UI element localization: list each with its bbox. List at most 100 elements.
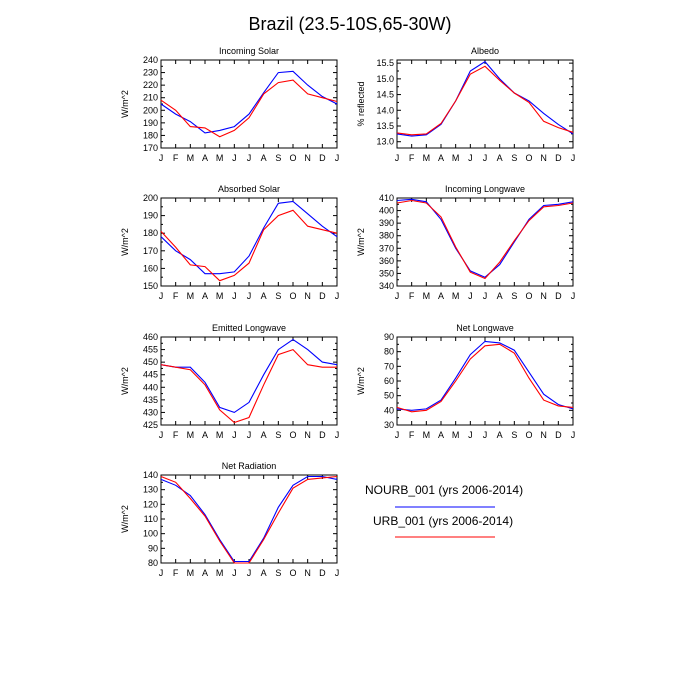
x-tick-label: A [438,291,444,301]
y-tick-label: 180 [143,228,158,238]
x-tick-label: M [216,153,224,163]
x-tick-label: A [202,430,208,440]
y-tick-label: 200 [143,193,158,203]
series-line-nourb [396,60,574,137]
panel-title: Albedo [471,46,499,56]
y-axis-label: W/m^2 [120,228,130,256]
series-line-nourb [160,338,338,414]
y-tick-label: 100 [143,529,158,539]
x-tick-label: J [159,153,164,163]
panel-title: Emitted Longwave [212,323,286,333]
x-tick-label: J [335,430,340,440]
x-tick-label: O [525,430,532,440]
x-tick-label: S [511,153,517,163]
y-tick-label: 435 [143,395,158,405]
y-tick-label: 370 [379,243,394,253]
x-tick-label: A [202,568,208,578]
x-tick-label: J [247,291,252,301]
y-tick-label: 14.0 [376,105,394,115]
series-line-urb [160,475,338,564]
y-axis-label: W/m^2 [120,505,130,533]
x-tick-label: D [319,568,326,578]
y-tick-label: 90 [148,543,158,553]
x-tick-label: D [319,153,326,163]
series-line-nourb [396,198,574,278]
series-line-urb [396,65,574,136]
y-tick-label: 13.0 [376,137,394,147]
x-tick-label: O [525,291,532,301]
x-tick-label: F [409,430,415,440]
x-tick-label: J [483,430,488,440]
y-tick-label: 450 [143,357,158,367]
x-tick-label: M [423,430,431,440]
x-tick-label: F [409,291,415,301]
x-tick-label: M [216,568,224,578]
x-tick-label: J [232,568,237,578]
x-tick-label: D [319,291,326,301]
x-tick-label: M [423,291,431,301]
x-tick-label: J [395,153,400,163]
y-axis-label: % reflected [356,81,366,126]
x-tick-label: A [261,568,267,578]
x-tick-label: A [261,153,267,163]
x-tick-label: J [335,153,340,163]
x-tick-label: S [275,430,281,440]
y-tick-label: 30 [384,420,394,430]
x-tick-label: M [187,568,195,578]
series-line-nourb [160,200,338,275]
x-tick-label: J [335,291,340,301]
x-tick-label: J [483,291,488,301]
x-tick-label: J [159,291,164,301]
x-tick-label: J [571,153,576,163]
y-tick-label: 210 [143,93,158,103]
y-tick-label: 440 [143,382,158,392]
x-tick-label: M [187,291,195,301]
legend-label-nourb: NOURB_001 (yrs 2006-2014) [365,483,523,497]
series-line-urb [396,199,574,280]
x-tick-label: O [289,153,296,163]
plot-frame [396,336,574,426]
y-tick-label: 200 [143,105,158,115]
y-tick-label: 190 [143,118,158,128]
y-tick-label: 80 [384,347,394,357]
x-tick-label: D [319,430,326,440]
x-tick-label: N [304,153,311,163]
y-tick-label: 140 [143,470,158,480]
chart-panels: Incoming Solar W/m^2 170 180 190 200 210 220 230… [120,46,575,578]
x-tick-label: J [247,430,252,440]
x-tick-label: N [304,568,311,578]
x-tick-label: D [555,291,562,301]
y-tick-label: 50 [384,391,394,401]
x-tick-label: J [159,568,164,578]
x-tick-label: A [497,153,503,163]
y-axis-label: W/m^2 [120,90,130,118]
x-tick-label: F [173,430,179,440]
x-tick-label: A [261,291,267,301]
x-tick-label: M [187,153,195,163]
panel-2: Albedo % reflected 13.0 13.5 14.0 14.5 15.0 15.… [356,46,575,163]
plot-frame [160,336,338,426]
plot-frame [160,59,338,149]
y-tick-label: 230 [143,68,158,78]
x-tick-label: M [216,430,224,440]
series-line-urb [160,209,338,282]
y-tick-label: 15.5 [376,58,394,68]
y-tick-label: 460 [143,332,158,342]
x-tick-label: A [438,153,444,163]
x-tick-label: N [540,291,547,301]
x-tick-label: A [497,291,503,301]
series-line-urb [396,343,574,413]
y-tick-label: 14.5 [376,90,394,100]
y-axis-label: W/m^2 [356,367,366,395]
x-tick-label: A [261,430,267,440]
x-tick-label: J [468,430,473,440]
y-tick-label: 360 [379,256,394,266]
panel-title: Net Radiation [222,461,277,471]
panel-5: Emitted Longwave W/m^2 425 430 435 440 445 450 4… [120,323,339,440]
panel-title: Incoming Solar [219,46,279,56]
plot-frame [160,474,338,564]
x-tick-label: J [247,153,252,163]
y-tick-label: 400 [379,206,394,216]
x-tick-label: S [275,291,281,301]
y-tick-label: 180 [143,130,158,140]
